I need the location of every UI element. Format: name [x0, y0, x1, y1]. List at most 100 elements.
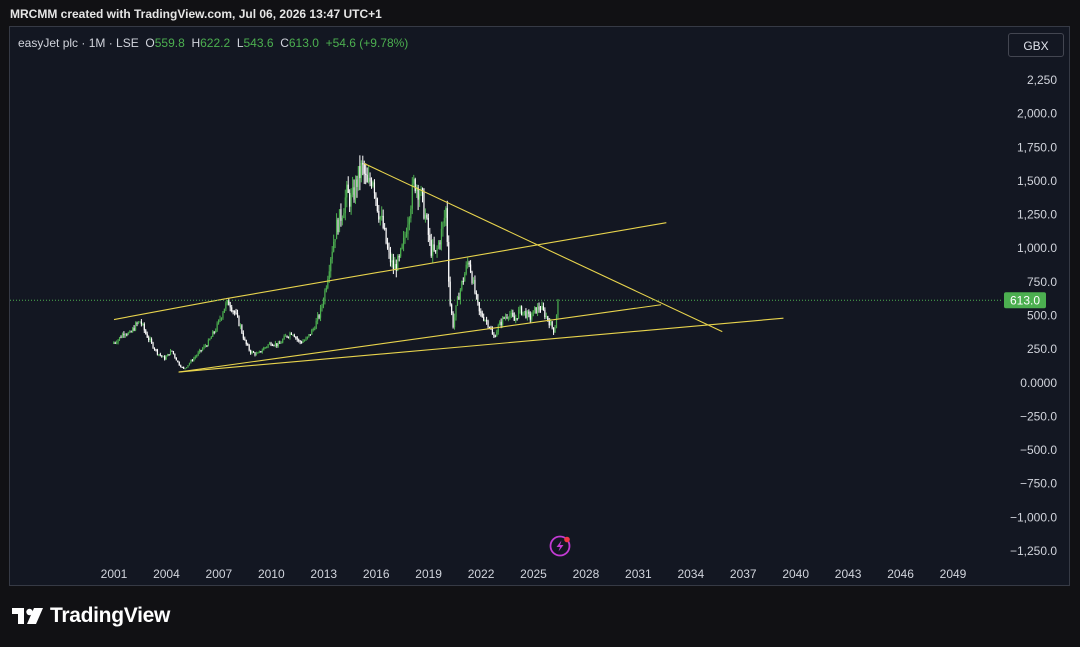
candle-body [480, 311, 482, 313]
lightning-icon[interactable] [549, 535, 571, 557]
candle-body [437, 242, 440, 249]
candle-body [159, 354, 161, 356]
candle-body [223, 308, 226, 313]
candle-body [432, 244, 434, 256]
candle-body [407, 224, 409, 235]
candle-body [379, 216, 381, 220]
candle-body [440, 228, 443, 245]
candle-body [175, 357, 177, 361]
candle-body [430, 240, 432, 256]
candle-body [156, 349, 159, 355]
currency-button[interactable]: GBX [1008, 33, 1064, 57]
candle-body [143, 323, 145, 331]
candle-body [536, 306, 539, 314]
candle-body [168, 354, 170, 356]
candle-body [171, 350, 173, 352]
candle-body [475, 292, 478, 295]
candle-body [215, 330, 217, 333]
candle-body [319, 307, 322, 318]
last-price-label: 613.0 [1010, 293, 1040, 307]
candle-body [142, 323, 144, 325]
candle-body [464, 273, 466, 282]
high-value: 622.2 [200, 36, 231, 50]
candle-body [312, 328, 314, 330]
candle-body [362, 163, 364, 165]
candle-body [541, 305, 543, 310]
candle-body [245, 340, 247, 345]
candle-body [136, 323, 138, 325]
candle-body [448, 241, 450, 282]
candle-body [191, 360, 193, 362]
candle-body [317, 315, 319, 321]
candle-body [263, 347, 265, 351]
x-tick-label: 2040 [782, 567, 809, 581]
open-value: 559.8 [154, 36, 185, 50]
candle-body [242, 333, 244, 339]
candle-body [418, 194, 421, 200]
candle-body [180, 365, 182, 368]
candle-body [496, 331, 498, 337]
candle-body [451, 304, 453, 314]
candle-body [519, 306, 521, 310]
y-tick-label: −500.0 [1020, 443, 1057, 457]
candle-body [121, 333, 124, 338]
trend-line[interactable] [113, 298, 226, 321]
candle-body [426, 214, 428, 218]
candle-body [161, 355, 163, 357]
candle-body [311, 329, 313, 335]
candle-body [148, 337, 150, 340]
candle-body [483, 317, 485, 321]
candle-body [443, 217, 445, 223]
candle-body [354, 179, 357, 200]
candle-body [411, 183, 413, 209]
candle-body [544, 309, 546, 318]
candle-body [510, 312, 512, 315]
candle-body [167, 354, 169, 357]
y-tick-label: −750.0 [1020, 477, 1057, 491]
candle-body [250, 350, 252, 354]
candle-body [124, 334, 126, 336]
x-tick-label: 2037 [730, 567, 757, 581]
candle-body [467, 262, 469, 265]
candle-body [366, 174, 368, 183]
candle-body [164, 356, 166, 360]
candle-body [545, 316, 547, 318]
y-tick-label: 250.0 [1027, 342, 1057, 356]
candle-body [309, 334, 311, 336]
trend-line[interactable] [178, 317, 784, 373]
trend-line[interactable] [178, 304, 662, 373]
candle-body [372, 182, 374, 186]
candle-body [353, 187, 355, 200]
candle-body [197, 352, 199, 356]
candle-body [357, 166, 360, 187]
candle-body [207, 340, 209, 347]
y-tick-label: 1,250.0 [1017, 208, 1057, 222]
candle-body [116, 342, 118, 344]
candle-body [350, 194, 352, 207]
candle-body [295, 337, 297, 339]
candle-body [225, 303, 227, 309]
trend-line[interactable] [363, 162, 723, 333]
candle-body [277, 342, 279, 347]
candle-body [206, 345, 208, 347]
candle-body [551, 321, 553, 328]
candle-body [139, 321, 141, 323]
candle-body [439, 242, 441, 245]
trend-line[interactable] [225, 222, 667, 300]
candle-body [335, 219, 338, 240]
candle-body [378, 211, 380, 220]
candle-body [468, 262, 470, 265]
candle-body [318, 315, 320, 318]
change-value: +54.6 (+9.78%) [325, 36, 409, 50]
y-tick-label: 1,000.0 [1017, 241, 1057, 255]
candle-body [363, 164, 365, 174]
candle-body [456, 296, 459, 306]
candle-body [424, 214, 427, 219]
candle-body [306, 336, 309, 339]
candle-body [349, 192, 351, 207]
candle-body [209, 338, 211, 341]
candle-body [219, 319, 221, 321]
candle-body [270, 343, 272, 346]
candle-body [351, 187, 354, 195]
